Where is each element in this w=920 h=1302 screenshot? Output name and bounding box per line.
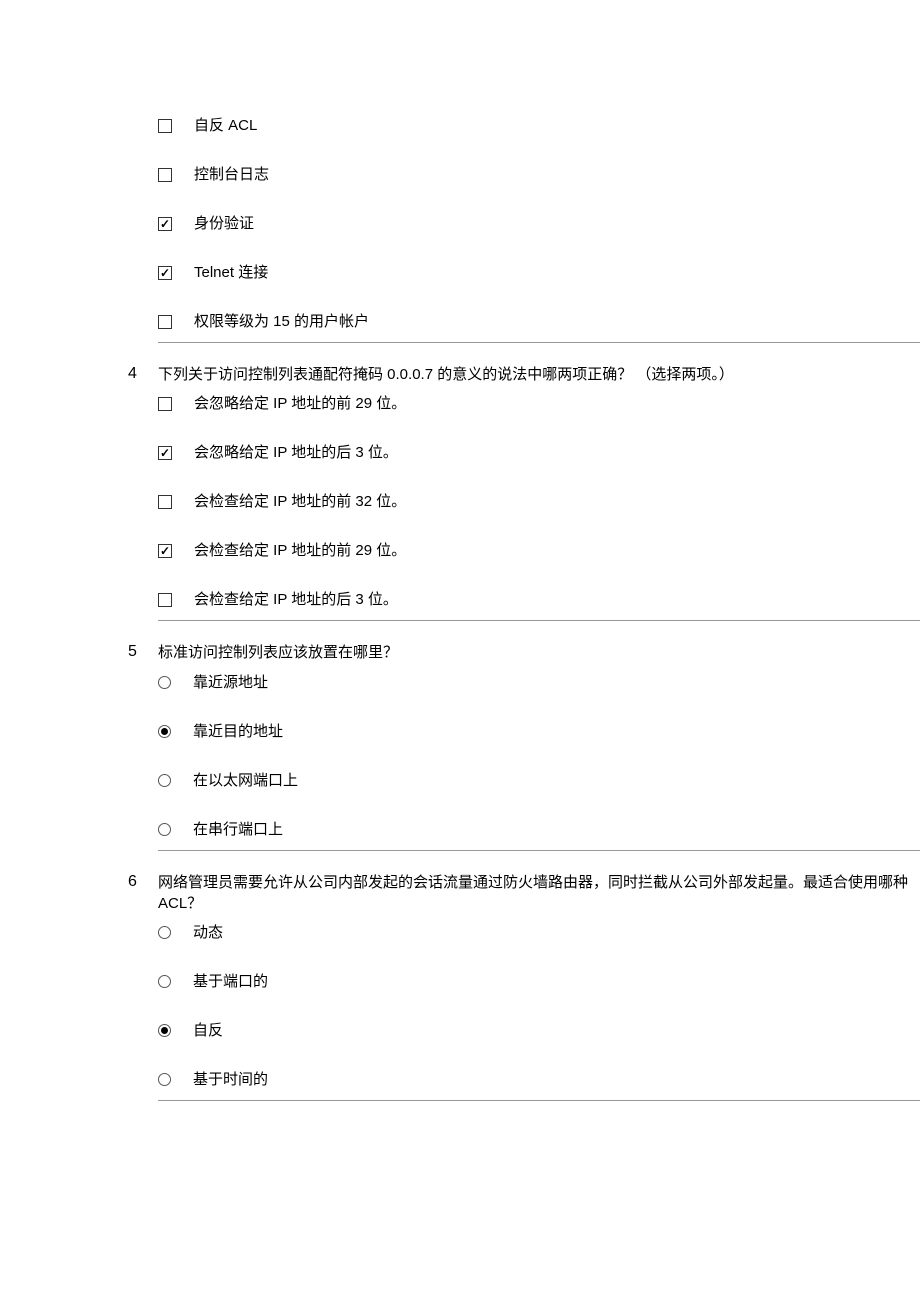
option-label: 靠近目的地址: [193, 721, 283, 742]
checkbox-checked-icon[interactable]: [158, 446, 172, 460]
checkbox-icon[interactable]: [158, 119, 172, 133]
radio-icon[interactable]: [158, 774, 171, 787]
divider: [158, 850, 920, 851]
question-header: 5 标准访问控制列表应该放置在哪里？: [128, 641, 920, 663]
options-list: 会忽略给定 IP 地址的前 29 位。 会忽略给定 IP 地址的后 3 位。 会…: [128, 393, 920, 610]
question-5: 5 标准访问控制列表应该放置在哪里？ 靠近源地址 靠近目的地址 在以太网端口上 …: [128, 641, 920, 839]
options-list: 动态 基于端口的 自反 基于时间的: [128, 922, 920, 1090]
option-row: 会检查给定 IP 地址的后 3 位。: [158, 589, 920, 610]
checkbox-icon[interactable]: [158, 168, 172, 182]
options-list: 靠近源地址 靠近目的地址 在以太网端口上 在串行端口上: [128, 672, 920, 840]
question-number: 4: [128, 363, 158, 385]
checkbox-checked-icon[interactable]: [158, 266, 172, 280]
option-label: 靠近源地址: [193, 672, 268, 693]
option-label: 会忽略给定 IP 地址的前 29 位。: [194, 393, 406, 414]
question-header: 4 下列关于访问控制列表通配符掩码 0.0.0.7 的意义的说法中哪两项正确？ …: [128, 363, 920, 385]
option-row: 基于端口的: [158, 971, 920, 992]
option-label: Telnet 连接: [194, 262, 268, 283]
radio-icon[interactable]: [158, 823, 171, 836]
option-row: 权限等级为 15 的用户帐户: [158, 311, 920, 332]
checkbox-icon[interactable]: [158, 315, 172, 329]
option-label: 权限等级为 15 的用户帐户: [194, 311, 369, 332]
option-row: 靠近源地址: [158, 672, 920, 693]
option-label: 会忽略给定 IP 地址的后 3 位。: [194, 442, 398, 463]
divider: [158, 342, 920, 343]
option-label: 动态: [193, 922, 223, 943]
divider: [158, 620, 920, 621]
option-row: Telnet 连接: [158, 262, 920, 283]
option-row: 基于时间的: [158, 1069, 920, 1090]
option-label: 基于端口的: [193, 971, 268, 992]
divider: [158, 1100, 920, 1101]
question-number: 6: [128, 871, 158, 893]
option-row: 在以太网端口上: [158, 770, 920, 791]
checkbox-icon[interactable]: [158, 397, 172, 411]
option-label: 控制台日志: [194, 164, 269, 185]
orphan-options: 自反 ACL 控制台日志 身份验证 Telnet 连接 权限等级为 15 的用户…: [128, 115, 920, 332]
question-text: 网络管理员需要允许从公司内部发起的会话流量通过防火墙路由器，同时拦截从公司外部发…: [158, 871, 920, 914]
option-label: 自反: [193, 1020, 223, 1041]
radio-icon[interactable]: [158, 975, 171, 988]
question-header: 6 网络管理员需要允许从公司内部发起的会话流量通过防火墙路由器，同时拦截从公司外…: [128, 871, 920, 914]
checkbox-checked-icon[interactable]: [158, 217, 172, 231]
option-row: 在串行端口上: [158, 819, 920, 840]
question-4: 4 下列关于访问控制列表通配符掩码 0.0.0.7 的意义的说法中哪两项正确？ …: [128, 363, 920, 610]
option-row: 靠近目的地址: [158, 721, 920, 742]
option-row: 动态: [158, 922, 920, 943]
question-text: 标准访问控制列表应该放置在哪里？: [158, 641, 920, 663]
option-label: 自反 ACL: [194, 115, 257, 136]
option-label: 在串行端口上: [193, 819, 283, 840]
option-row: 控制台日志: [158, 164, 920, 185]
question-6: 6 网络管理员需要允许从公司内部发起的会话流量通过防火墙路由器，同时拦截从公司外…: [128, 871, 920, 1090]
option-label: 会检查给定 IP 地址的后 3 位。: [194, 589, 398, 610]
radio-icon[interactable]: [158, 676, 171, 689]
option-row: 会忽略给定 IP 地址的前 29 位。: [158, 393, 920, 414]
checkbox-icon[interactable]: [158, 495, 172, 509]
checkbox-icon[interactable]: [158, 593, 172, 607]
radio-icon[interactable]: [158, 926, 171, 939]
question-number: 5: [128, 641, 158, 663]
option-row: 自反: [158, 1020, 920, 1041]
option-label: 基于时间的: [193, 1069, 268, 1090]
option-row: 会检查给定 IP 地址的前 29 位。: [158, 540, 920, 561]
radio-checked-icon[interactable]: [158, 1024, 171, 1037]
radio-checked-icon[interactable]: [158, 725, 171, 738]
option-row: 身份验证: [158, 213, 920, 234]
option-row: 会检查给定 IP 地址的前 32 位。: [158, 491, 920, 512]
question-text: 下列关于访问控制列表通配符掩码 0.0.0.7 的意义的说法中哪两项正确？ （选…: [158, 363, 920, 385]
option-label: 会检查给定 IP 地址的前 29 位。: [194, 540, 406, 561]
radio-icon[interactable]: [158, 1073, 171, 1086]
option-label: 身份验证: [194, 213, 254, 234]
option-row: 会忽略给定 IP 地址的后 3 位。: [158, 442, 920, 463]
checkbox-checked-icon[interactable]: [158, 544, 172, 558]
option-row: 自反 ACL: [158, 115, 920, 136]
option-label: 会检查给定 IP 地址的前 32 位。: [194, 491, 406, 512]
option-label: 在以太网端口上: [193, 770, 298, 791]
